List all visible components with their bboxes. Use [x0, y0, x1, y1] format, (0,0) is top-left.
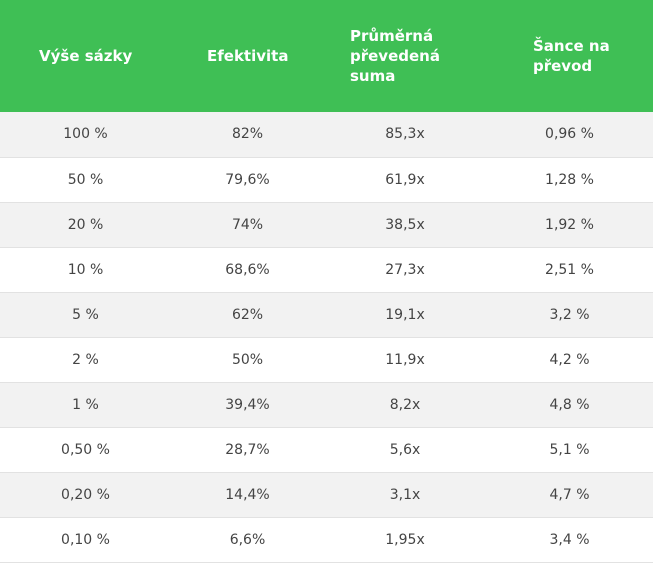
stake-cell: 10 % — [67, 261, 104, 278]
average-transferred-amount-cell: 19,1x — [385, 306, 425, 323]
header-cell-average-transferred-amount: Průměrná převedená suma — [324, 0, 486, 112]
average-transferred-amount-cell: 1,95x — [385, 531, 425, 548]
transfer-chance-cell: 2,51 % — [545, 261, 594, 278]
table-row: 0,20 % 14,4% 3,1x 4,7 % — [0, 472, 653, 517]
header-cell-efficiency: Efektivita — [171, 0, 324, 112]
table-row: 1 % 39,4% 8,2x 4,8 % — [0, 382, 653, 427]
average-transferred-amount-cell: 85,3x — [385, 126, 425, 143]
header-label: Efektivita — [207, 47, 289, 65]
transfer-chance-cell: 4,2 % — [549, 351, 590, 368]
header-label: Průměrná převedená suma — [350, 27, 440, 85]
efficiency-cell: 79,6% — [225, 171, 270, 188]
table-row: 100 % 82% 85,3x 0,96 % — [0, 112, 653, 157]
efficiency-cell: 74% — [231, 216, 264, 233]
table-body: 100 % 82% 85,3x 0,96 % 50 % 79,6% 61,9x 1,28 % 2… — [0, 112, 653, 562]
table-header: Výše sázky Efektivita Průměrná převedená… — [0, 0, 653, 112]
efficiency-cell: 6,6% — [229, 531, 266, 548]
transfer-chance-cell: 3,4 % — [549, 531, 590, 548]
table-row: 50 % 79,6% 61,9x 1,28 % — [0, 157, 653, 202]
efficiency-cell: 39,4% — [225, 396, 270, 413]
header-cell-transfer-chance: Šance na převod — [486, 0, 653, 112]
table-row: 2 % 50% 11,9x 4,2 % — [0, 337, 653, 382]
transfer-chance-cell: 5,1 % — [549, 441, 590, 458]
stake-cell: 50 % — [67, 171, 104, 188]
efficiency-cell: 62% — [231, 306, 264, 323]
efficiency-cell: 50% — [231, 351, 264, 368]
average-transferred-amount-cell: 61,9x — [385, 171, 425, 188]
transfer-chance-cell: 3,2 % — [549, 306, 590, 323]
stake-cell: 1 % — [72, 396, 99, 413]
average-transferred-amount-cell: 38,5x — [385, 216, 425, 233]
efficiency-cell: 68,6% — [225, 261, 270, 278]
average-transferred-amount-cell: 8,2x — [389, 396, 421, 413]
transfer-chance-cell: 0,96 % — [545, 126, 594, 143]
stake-cell: 0,50 % — [61, 441, 110, 458]
table-row: 0,10 % 6,6% 1,95x 3,4 % — [0, 517, 653, 562]
average-transferred-amount-cell: 27,3x — [385, 261, 425, 278]
table-row: 10 % 68,6% 27,3x 2,51 % — [0, 247, 653, 292]
average-transferred-amount-cell: 11,9x — [385, 351, 425, 368]
stake-cell: 100 % — [63, 126, 108, 143]
transfer-chance-cell: 1,92 % — [545, 216, 594, 233]
header-label: Výše sázky — [39, 47, 133, 65]
efficiency-cell: 28,7% — [225, 441, 270, 458]
stake-cell: 2 % — [72, 351, 99, 368]
efficiency-cell: 14,4% — [225, 486, 270, 503]
transfer-chance-cell: 4,7 % — [549, 486, 590, 503]
stake-cell: 0,10 % — [61, 531, 110, 548]
table-row: 0,50 % 28,7% 5,6x 5,1 % — [0, 427, 653, 472]
header-cell-stake: Výše sázky — [0, 0, 171, 112]
header-label: Šance na převod — [533, 37, 610, 75]
stake-cell: 20 % — [67, 216, 104, 233]
average-transferred-amount-cell: 3,1x — [389, 486, 421, 503]
transfer-chance-cell: 4,8 % — [549, 396, 590, 413]
average-transferred-amount-cell: 5,6x — [389, 441, 421, 458]
transfer-chance-cell: 1,28 % — [545, 171, 594, 188]
header-row: Výše sázky Efektivita Průměrná převedená… — [0, 0, 653, 112]
table-row: 20 % 74% 38,5x 1,92 % — [0, 202, 653, 247]
stake-cell: 0,20 % — [61, 486, 110, 503]
table-row: 5 % 62% 19,1x 3,2 % — [0, 292, 653, 337]
stake-cell: 5 % — [72, 306, 99, 323]
efficiency-cell: 82% — [231, 126, 264, 143]
